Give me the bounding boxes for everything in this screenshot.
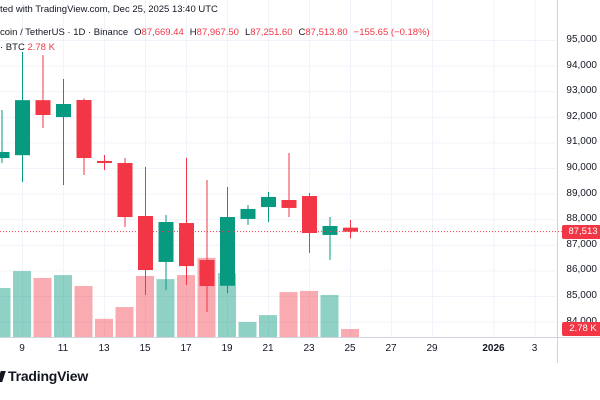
candle-body (35, 100, 51, 116)
price-axis[interactable]: 95,000 94,000 93,000 92,000 91,000 90,000 89,0… (557, 0, 600, 337)
time-tick-label: 3 (531, 343, 538, 354)
price-tick-label: 90,000 (566, 162, 597, 173)
time-tick-label: 15 (139, 343, 151, 354)
price-tick-label: 84,000 (558, 316, 597, 328)
candle-body (76, 100, 92, 159)
time-axis[interactable]: 9 11 13 15 17 19 21 23 25 27 29 2026 3 (0, 337, 600, 363)
volume-bar (341, 328, 359, 337)
watermark-text: ted with TradingView.com, Dec 25, 2025 1… (0, 4, 218, 15)
volume-bar (95, 318, 113, 337)
candle-body (0, 152, 10, 159)
candle-body (199, 260, 215, 287)
volume-bar (33, 277, 52, 337)
volume-legend-label: · BTC (0, 42, 25, 53)
volume-bar (115, 307, 134, 337)
price-tick-label: 95,000 (566, 34, 597, 45)
price-tick-label: 89,000 (566, 187, 597, 199)
price-tick-label: 87,000 (566, 238, 597, 250)
candle-body (261, 196, 276, 208)
time-tick-label: 17 (180, 343, 192, 354)
time-tick-label: 13 (98, 343, 110, 354)
ohlc-close-value: 87,513.80 (305, 27, 348, 38)
candle-body (97, 160, 112, 164)
volume-bar (74, 286, 93, 337)
price-tick-label: 94,000 (566, 59, 597, 71)
volume-legend-value: 2.78 K (27, 42, 55, 53)
time-tick-label: 9 (19, 343, 25, 354)
price-tick-label: 93,000 (566, 85, 597, 97)
volume-legend: · BTC 2.78 K (0, 42, 55, 53)
candle-body (15, 100, 30, 156)
volume-bar (13, 271, 31, 337)
candle-body (240, 208, 256, 219)
candle-body (117, 163, 133, 218)
time-tick-label: 11 (57, 343, 69, 354)
ohlc-low-key: L (244, 27, 251, 38)
price-tick-label: 92,000 (566, 110, 597, 122)
current-price-badge: 87,513 (562, 224, 600, 239)
time-tick-label: 23 (303, 343, 315, 354)
volume-bar (54, 275, 72, 337)
volume-pane (0, 257, 359, 337)
ohlc-open-value: 87,669.44 (141, 27, 184, 38)
price-tick-label: 86,000 (566, 264, 597, 276)
candle-body (56, 104, 71, 118)
volume-bar (279, 292, 298, 337)
time-tick-label: 19 (221, 343, 233, 354)
volume-bar (259, 315, 277, 337)
price-tick-label: 85,000 (566, 290, 597, 301)
volume-bar (177, 275, 195, 337)
time-tick-label: 27 (385, 343, 397, 354)
ohlc-low-value: 87,251.60 (250, 27, 293, 38)
volume-bar (238, 322, 257, 337)
symbol-title: coin / TetherUS · 1D · Binance (0, 27, 129, 38)
candle-body (138, 216, 153, 271)
candles (0, 52, 358, 312)
ohlc-close-key: C (298, 27, 306, 38)
volume-bar (0, 288, 11, 337)
volume-bar (300, 290, 318, 337)
candle-body (158, 222, 174, 262)
volume-bar (136, 275, 154, 337)
candle-body (179, 223, 194, 267)
candle-body (281, 200, 297, 208)
price-change: −155.65 (−0.18%) (353, 27, 430, 38)
tradingview-logo-text[interactable]: TradingView (8, 368, 89, 384)
volume-bar (320, 294, 339, 337)
time-tick-label: 29 (426, 343, 438, 354)
current-volume-badge: 2.78 K (562, 321, 600, 336)
candle-body (302, 196, 317, 234)
price-tick-label: 91,000 (566, 136, 597, 148)
time-tick-label: 25 (344, 343, 356, 354)
candle-body (220, 217, 235, 286)
time-tick-label: 2026 (482, 343, 505, 354)
price-tick-label: 88,000 (566, 213, 597, 225)
ohlc-high-key: H (189, 27, 197, 38)
ohlc-open-key: O (134, 27, 142, 38)
volume-bar (218, 273, 236, 337)
time-tick-label: 21 (262, 343, 274, 354)
candle-body (343, 227, 358, 232)
candle-body (322, 225, 338, 235)
symbol-info: coin / TetherUS · 1D · Binance O87,669.44… (0, 27, 430, 38)
volume-bar (156, 279, 175, 337)
ohlc-high-value: 87,967.50 (196, 27, 239, 38)
